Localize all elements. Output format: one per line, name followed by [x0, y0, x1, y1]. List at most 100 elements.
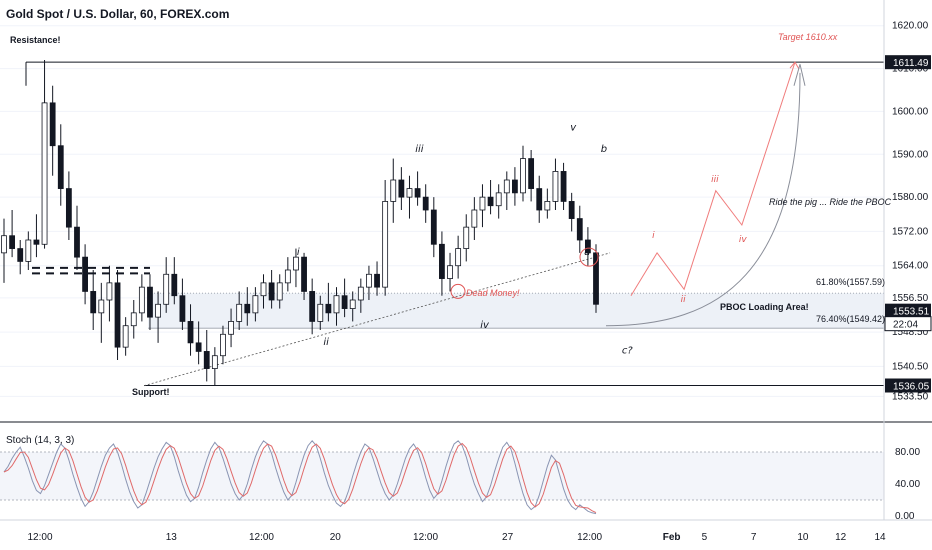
- time-axis[interactable]: 12:00 13 12:00 20 12:00 27 12:00 Feb 5 7 10 12 14: [0, 519, 932, 543]
- candle-body: [463, 226, 470, 249]
- wave-label: b: [601, 144, 607, 155]
- candle-body: [584, 239, 591, 254]
- wave-label: i: [297, 247, 300, 258]
- wave-projection: [605, 61, 806, 327]
- price-axis[interactable]: 1620.001610.001600.001590.001580.001572.…: [883, 0, 932, 522]
- time-tick-label: 12:00: [249, 532, 274, 543]
- price-tick-label: 1533.50: [892, 391, 929, 402]
- candle-body: [447, 265, 453, 279]
- candle-body: [114, 282, 121, 348]
- candle-body: [41, 102, 48, 245]
- candle-body: [268, 282, 275, 301]
- candle-body: [406, 188, 413, 198]
- candle-body: [576, 218, 583, 241]
- wave-label: a: [584, 247, 590, 258]
- candle-body: [398, 179, 405, 198]
- candle-body: [130, 312, 137, 327]
- time-tick-label: 13: [166, 532, 178, 543]
- pboc-curve-arrow: [605, 72, 801, 327]
- candle-body: [382, 201, 389, 288]
- candle-body: [98, 299, 105, 314]
- candle-body: [301, 256, 307, 292]
- time-tick-label: 10: [797, 532, 809, 543]
- wave-label: iii: [415, 144, 424, 155]
- time-tick-label: 12:00: [577, 532, 602, 543]
- stoch-tick-label: 40.00: [895, 479, 920, 490]
- pboc-area-label: PBOC Loading Area!: [720, 302, 809, 312]
- stoch-d-line: [3, 442, 597, 513]
- symbol-title: Gold Spot / U.S. Dollar, 60, FOREX.com: [6, 7, 230, 21]
- price-candles: [1, 60, 599, 386]
- candle-body: [228, 321, 234, 335]
- price-tick-label: 1600.00: [892, 106, 929, 117]
- candle-body: [479, 196, 486, 211]
- candle-body: [211, 355, 218, 369]
- candle-body: [106, 282, 113, 301]
- time-tick-label: 12:00: [27, 532, 52, 543]
- price-tick-label: 1572.00: [892, 226, 929, 237]
- dead-money-label: Dead Money!: [466, 288, 520, 298]
- candle-body: [293, 256, 299, 271]
- trend-line: [143, 252, 611, 387]
- price-tick-label: 1590.00: [892, 149, 929, 160]
- price-tag: [885, 378, 931, 393]
- stoch-k-line: [3, 440, 597, 515]
- candle-body: [536, 188, 543, 211]
- time-tick-label: 12:00: [413, 532, 438, 543]
- candle-body: [252, 295, 259, 314]
- stoch-band: [0, 452, 884, 500]
- candle-body: [593, 252, 599, 305]
- candle-body: [122, 325, 129, 348]
- ride-the-pig-label: Ride the pig ... Ride the PBOC: [769, 197, 892, 207]
- resistance-label: Resistance!: [10, 35, 61, 45]
- candle-body: [390, 179, 397, 202]
- candle-body: [74, 226, 80, 258]
- price-tick-label: 1564.00: [892, 261, 929, 272]
- candle-body: [414, 188, 421, 198]
- time-tick-label: 14: [874, 532, 886, 543]
- candle-body: [220, 333, 226, 357]
- time-tick-label: 12: [835, 532, 847, 543]
- candle-body: [317, 303, 324, 322]
- candle-body: [471, 209, 478, 228]
- price-tick-label: 1556.50: [892, 293, 929, 304]
- wave-label: ii: [323, 337, 329, 348]
- candle-body: [155, 303, 161, 318]
- candle-body: [138, 286, 145, 314]
- candle-body: [544, 201, 551, 211]
- price-tag-label: 22:04: [893, 320, 918, 331]
- candle-body: [49, 102, 56, 147]
- wave-label: iv: [480, 320, 490, 331]
- candle-body: [309, 291, 316, 322]
- candle-body: [9, 235, 16, 249]
- wave-label: i: [652, 231, 655, 241]
- candle-body: [487, 196, 494, 207]
- candle-body: [187, 321, 194, 344]
- price-tick-label: 1548.50: [892, 327, 929, 338]
- price-tag-label: 1553.51: [893, 307, 930, 318]
- candle-body: [366, 273, 372, 288]
- candle-body: [374, 273, 380, 288]
- candle-body: [244, 303, 251, 314]
- wave-label: ii: [681, 295, 687, 305]
- time-tick-label: Feb: [663, 532, 681, 543]
- wave-label: v: [570, 123, 577, 134]
- candle-body: [1, 235, 7, 254]
- candle-body: [171, 273, 178, 297]
- candle-body: [203, 351, 210, 369]
- price-tick-label: 1540.50: [892, 361, 929, 372]
- fib-764-label: 76.40%(1549.42): [816, 314, 885, 324]
- candle-body: [236, 303, 243, 322]
- wave-label: iv: [739, 235, 748, 245]
- candle-body: [528, 158, 535, 189]
- candle-body: [163, 273, 170, 305]
- candle-body: [333, 295, 340, 314]
- candle-body: [495, 192, 502, 207]
- candle-body: [276, 282, 283, 301]
- candle-body: [349, 299, 356, 309]
- candle-body: [33, 239, 40, 245]
- candle-body: [512, 179, 518, 194]
- candle-body: [552, 171, 559, 202]
- time-tick-label: 7: [751, 532, 757, 543]
